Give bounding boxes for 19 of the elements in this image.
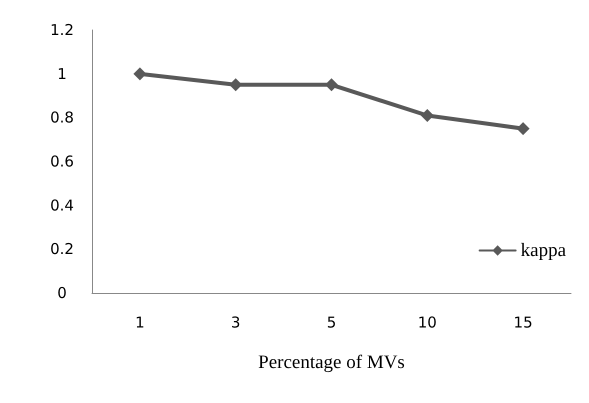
x-tick-label: 10 (418, 314, 437, 332)
point (516, 122, 530, 136)
y-tick-label: 0.4 (50, 196, 74, 214)
y-tick-label: 0 (57, 284, 67, 302)
point (325, 78, 338, 92)
legend-label: kappa (520, 240, 567, 261)
y-tick-label: 1.2 (50, 21, 74, 39)
x-tick-label: 5 (326, 314, 336, 332)
x-tick-label: 15 (514, 314, 533, 332)
point (133, 67, 146, 80)
y-tick-label: 1 (57, 64, 67, 83)
x-axis-title: Percentage of MVs (258, 352, 405, 373)
y-tick-label: 0.8 (50, 108, 74, 127)
point (229, 78, 242, 92)
x-tick-label: 3 (230, 314, 240, 332)
point (420, 108, 434, 122)
x-tick-label: 1 (135, 314, 145, 332)
y-tick-label: 0.6 (50, 152, 74, 170)
y-tick-label: 0.2 (50, 240, 74, 258)
